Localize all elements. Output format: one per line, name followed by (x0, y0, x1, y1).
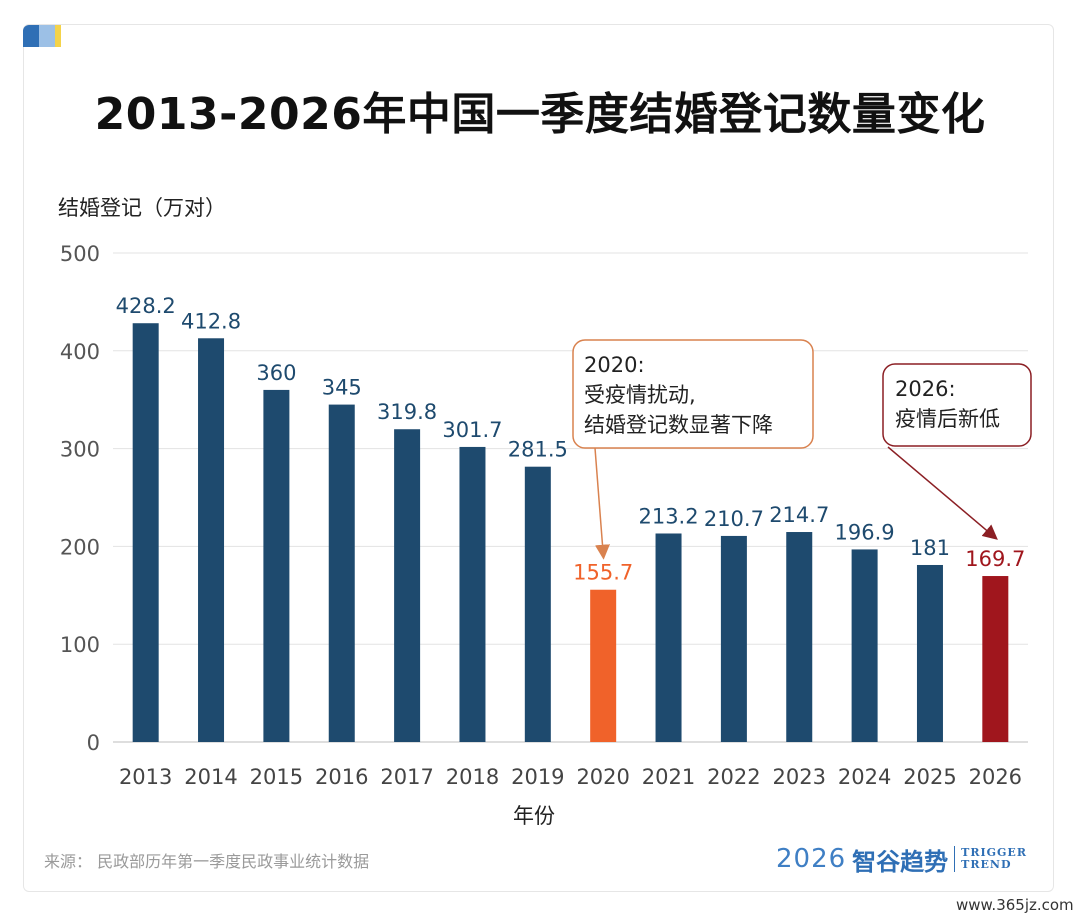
bar-2016 (328, 404, 355, 742)
data-label-2023: 214.7 (769, 503, 829, 527)
callout-2020-line: 结婚登记数显著下降 (584, 413, 773, 437)
x-tick-label-2020: 2020 (576, 765, 629, 789)
x-axis-label: 年份 (513, 804, 555, 828)
data-label-2020: 155.7 (573, 561, 633, 585)
bar-2017 (394, 429, 421, 742)
x-tick-label-2013: 2013 (119, 765, 172, 789)
callout-2020-line: 受疫情扰动, (584, 383, 696, 407)
x-tick-label-2014: 2014 (184, 765, 237, 789)
y-tick-label: 500 (60, 242, 100, 266)
x-tick-label-2025: 2025 (903, 765, 956, 789)
data-label-2014: 412.8 (181, 309, 241, 333)
callout-2020-box (572, 339, 814, 449)
callout-2026-line: 2026: (895, 377, 956, 401)
bar-2020 (590, 589, 617, 742)
callout-2026-box (882, 363, 1032, 447)
logo-en-line1: TRIGGER (961, 846, 1027, 859)
y-tick-label: 100 (60, 633, 100, 657)
logo-en-line2: TREND (961, 858, 1012, 871)
y-tick-label: 400 (60, 340, 100, 364)
bar-2015 (263, 389, 290, 742)
bar-2022 (720, 535, 747, 742)
data-label-2019: 281.5 (508, 438, 568, 462)
bar-2025 (916, 564, 943, 742)
data-label-2013: 428.2 (116, 294, 176, 318)
callout-2026-arrow (887, 446, 998, 540)
chart-card (23, 24, 1054, 892)
data-label-2015: 360 (256, 361, 296, 385)
data-label-2021: 213.2 (638, 504, 698, 528)
x-tick-label-2015: 2015 (250, 765, 303, 789)
callout-2020-arrow (594, 447, 610, 560)
data-label-2017: 319.8 (377, 400, 437, 424)
source-note: 来源： 民政部历年第一季度民政事业统计数据 (44, 852, 370, 871)
x-tick-label-2018: 2018 (446, 765, 499, 789)
logo-cn-name: 智谷趋势 (852, 847, 949, 876)
bar-2013 (132, 323, 159, 742)
chart-title: 2013-2026年中国一季度结婚登记数量变化 (94, 89, 986, 140)
y-tick-label: 300 (60, 438, 100, 462)
logo-year: 2026 (776, 844, 847, 874)
bar-2023 (786, 532, 813, 742)
callout-2026-line: 疫情后新低 (895, 407, 1000, 431)
x-tick-label-2022: 2022 (707, 765, 760, 789)
x-tick-label-2021: 2021 (642, 765, 695, 789)
y-axis-label: 结婚登记（万对） (58, 196, 226, 220)
data-label-2016: 345 (322, 376, 362, 400)
x-tick-label-2017: 2017 (380, 765, 433, 789)
logo-en-name: TRIGGER TREND (961, 847, 1027, 871)
callout-2020-line: 2020: (584, 353, 645, 377)
bar-2026 (982, 576, 1009, 742)
data-label-2018: 301.7 (442, 418, 502, 442)
watermark: www.365jz.com (956, 896, 1074, 914)
data-label-2024: 196.9 (835, 520, 895, 544)
logo-divider (954, 846, 956, 872)
bar-2021 (655, 533, 682, 742)
x-tick-label-2016: 2016 (315, 765, 368, 789)
bar-2019 (524, 466, 551, 742)
y-tick-label: 200 (60, 535, 100, 559)
bar-2014 (198, 338, 225, 742)
y-tick-label: 0 (87, 731, 100, 755)
brand-color-bar (23, 25, 61, 47)
data-label-2025: 181 (910, 536, 950, 560)
x-tick-label-2023: 2023 (773, 765, 826, 789)
x-tick-label-2026: 2026 (969, 765, 1022, 789)
data-label-2026: 169.7 (965, 547, 1025, 571)
x-tick-label-2019: 2019 (511, 765, 564, 789)
x-tick-label-2024: 2024 (838, 765, 891, 789)
brand-logo: 2026 智谷趋势 TRIGGER TREND (776, 842, 1027, 876)
bar-2024 (851, 549, 878, 742)
data-label-2022: 210.7 (704, 507, 764, 531)
bar-2018 (459, 446, 486, 742)
